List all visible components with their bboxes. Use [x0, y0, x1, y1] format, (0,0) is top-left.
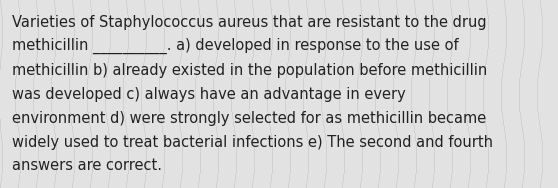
Text: Varieties of Staphylococcus aureus that are resistant to the drug: Varieties of Staphylococcus aureus that … [12, 14, 487, 30]
Text: environment d) were strongly selected for as methicillin became: environment d) were strongly selected fo… [12, 111, 486, 126]
Text: answers are correct.: answers are correct. [12, 158, 162, 174]
Text: methicillin __________. a) developed in response to the use of: methicillin __________. a) developed in … [12, 38, 459, 54]
Text: widely used to treat bacterial infections e) The second and fourth: widely used to treat bacterial infection… [12, 134, 493, 149]
Text: was developed c) always have an advantage in every: was developed c) always have an advantag… [12, 86, 406, 102]
Text: methicillin b) already existed in the population before methicillin: methicillin b) already existed in the po… [12, 62, 487, 77]
